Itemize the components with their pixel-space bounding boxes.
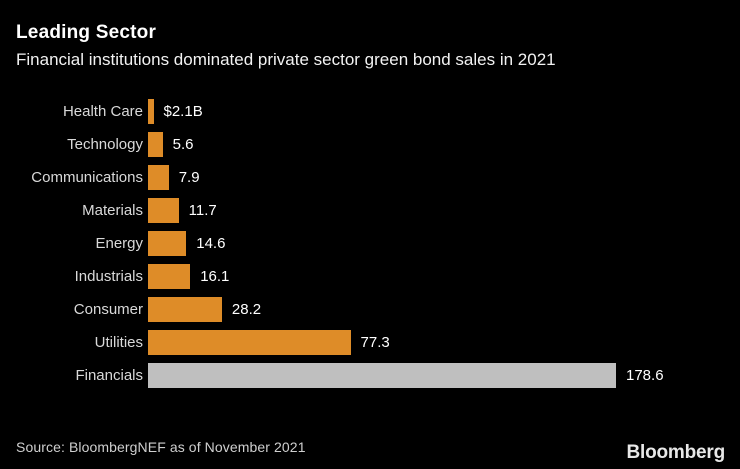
chart-row: Energy 14.6 [0,231,740,256]
bar [148,165,169,190]
category-label: Industrials [74,268,143,285]
value-label: 11.7 [188,202,217,219]
chart-row: Materials 11.7 [0,198,740,223]
bar [148,297,222,322]
chart-header: Leading Sector Financial institutions do… [16,22,556,70]
bar-track: 16.1 [148,264,740,289]
bar-track: $2.1B [148,99,740,124]
value-label: 16.1 [200,268,230,285]
bar [148,132,163,157]
bar-track: 14.6 [148,231,740,256]
value-label: $2.1B [163,103,203,120]
bar-track: 7.9 [148,165,740,190]
bar-track: 77.3 [148,330,740,355]
chart: Health Care $2.1B Technology 5.6 Communi… [0,99,740,396]
chart-row: Technology 5.6 [0,132,740,157]
page-title: Leading Sector [16,22,157,43]
category-label: Materials [82,202,143,219]
category-label: Technology [67,136,143,153]
chart-row: Consumer 28.2 [0,297,740,322]
bar [148,198,179,223]
chart-row: Communications 7.9 [0,165,740,190]
value-label: 28.2 [231,301,262,318]
chart-row: Health Care $2.1B [0,99,740,124]
category-label: Energy [95,235,143,252]
bloomberg-logo: Bloomberg [626,442,726,463]
page-subtitle: Financial institutions dominated private… [16,50,556,69]
category-label: Communications [31,169,143,186]
value-label: 14.6 [196,235,226,252]
bar-track: 28.2 [148,297,740,322]
bar [148,363,616,388]
bar [148,330,351,355]
bar-track: 11.7 [148,198,740,223]
bar [148,231,187,256]
category-label: Health Care [62,103,143,120]
category-label: Utilities [94,334,143,351]
value-label: 5.6 [172,136,194,153]
value-label: 77.3 [360,334,390,351]
value-label: 178.6 [626,367,664,384]
source-text: Source: BloombergNEF as of November 2021 [16,439,306,455]
chart-row: Financials 178.6 [0,363,740,388]
category-label: Financials [75,367,143,384]
bar-track: 178.6 [148,363,740,388]
bar-track: 5.6 [148,132,740,157]
bar [148,264,191,289]
bar [148,99,154,124]
value-label: 7.9 [178,169,200,186]
category-label: Consumer [73,301,143,318]
chart-row: Utilities 77.3 [0,330,740,355]
chart-row: Industrials 16.1 [0,264,740,289]
